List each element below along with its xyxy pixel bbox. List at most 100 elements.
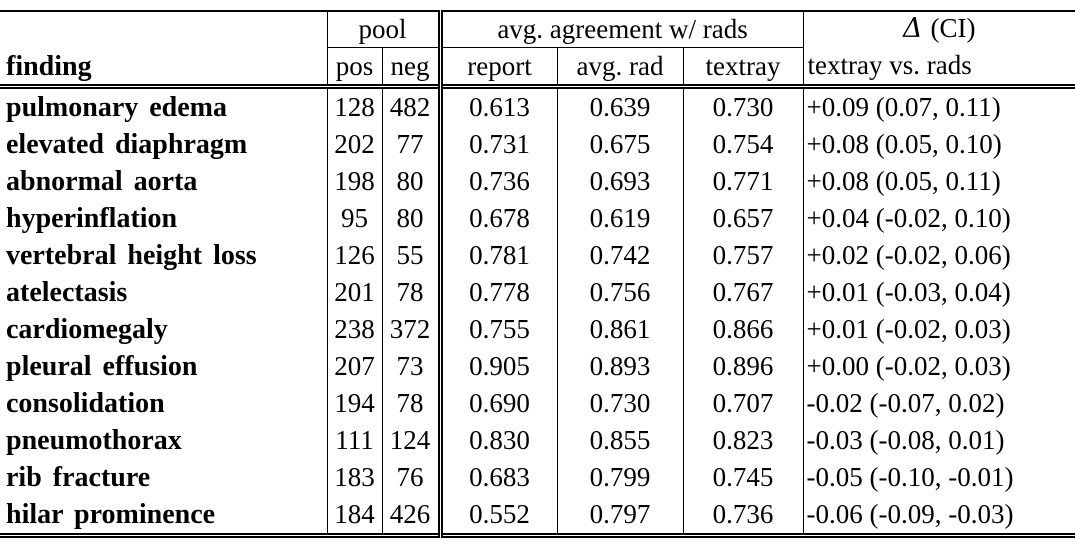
table-row: vertebral height loss 126 55 0.781 0.742…: [0, 237, 1075, 274]
paper-results-table: finding pool avg. agreement w/ rads Δ (CI…: [0, 10, 1075, 538]
delta-cell: -0.06 (-0.09, -0.03): [806, 499, 1014, 529]
table-row: rib fracture 183 76 0.683 0.799 0.745 -0…: [0, 459, 1075, 496]
header-row-columns: pos neg report avg. rad textray: [0, 47, 1075, 87]
report-cell: 0.781: [440, 237, 558, 274]
pos-cell: 198: [327, 163, 383, 200]
avg-rad-cell: 0.855: [557, 422, 684, 459]
table-row: pulmonary edema 128 482 0.613 0.639 0.73…: [0, 84, 1075, 126]
avg-rad-cell: 0.742: [557, 237, 684, 274]
textray-cell: 0.767: [683, 274, 804, 311]
table-row: pneumothorax 111 124 0.830 0.855 0.823 -…: [0, 422, 1075, 459]
avg-rad-cell: 0.619: [557, 200, 684, 237]
avg-rad-cell: 0.893: [557, 348, 684, 385]
pos-cell: 111: [327, 422, 383, 459]
avg-rad-cell: 0.797: [557, 496, 684, 536]
textray-cell: 0.707: [683, 385, 804, 422]
report-cell: 0.683: [440, 459, 558, 496]
finding-cell: pneumothorax: [0, 422, 328, 459]
finding-cell: consolidation: [0, 385, 328, 422]
neg-cell: 482: [382, 84, 443, 126]
avg-rad-cell: 0.675: [557, 126, 684, 163]
report-cell: 0.830: [440, 422, 558, 459]
textray-cell: 0.657: [683, 200, 804, 237]
pos-cell: 201: [327, 274, 383, 311]
report-column-header: report: [440, 47, 558, 87]
pos-cell: 95: [327, 200, 383, 237]
table-row: pleural effusion 207 73 0.905 0.893 0.89…: [0, 348, 1075, 385]
finding-column-header: finding: [0, 11, 328, 87]
delta-ci-title: Δ (CI): [804, 12, 1075, 44]
table-row: cardiomegaly 238 372 0.755 0.861 0.866 +…: [0, 311, 1075, 348]
report-cell: 0.613: [440, 84, 558, 126]
delta-cell: -0.02 (-0.07, 0.02): [806, 388, 1005, 418]
neg-cell: 124: [382, 422, 443, 459]
finding-cell: hyperinflation: [0, 200, 328, 237]
finding-cell: cardiomegaly: [0, 311, 328, 348]
textray-cell: 0.736: [683, 496, 804, 536]
report-cell: 0.755: [440, 311, 558, 348]
report-cell: 0.678: [440, 200, 558, 237]
delta-header-box: Δ (CI) textray vs. rads: [804, 12, 1075, 83]
pos-cell: 202: [327, 126, 383, 163]
table-row: abnormal aorta 198 80 0.736 0.693 0.771 …: [0, 163, 1075, 200]
pos-column-header: pos: [327, 47, 383, 87]
finding-cell: hilar prominence: [0, 496, 328, 536]
pos-cell: 183: [327, 459, 383, 496]
neg-cell: 372: [382, 311, 443, 348]
finding-cell: elevated diaphragm: [0, 126, 328, 163]
textray-cell: 0.745: [683, 459, 804, 496]
pool-group-header: pool: [327, 11, 443, 48]
finding-cell: abnormal aorta: [0, 163, 328, 200]
finding-cell: rib fracture: [0, 459, 328, 496]
delta-cell: +0.02 (-0.02, 0.06): [806, 240, 1011, 270]
pos-cell: 126: [327, 237, 383, 274]
agreement-group-header: avg. agreement w/ rads: [440, 11, 804, 48]
pos-cell: 128: [327, 84, 383, 126]
delta-cell: -0.03 (-0.08, 0.01): [806, 425, 1005, 455]
delta-cell: +0.01 (-0.03, 0.04): [806, 277, 1011, 307]
delta-cell: +0.09 (0.07, 0.11): [803, 84, 1075, 126]
pos-cell: 207: [327, 348, 383, 385]
table-header: finding pool avg. agreement w/ rads Δ (CI…: [0, 11, 1075, 87]
table-row: consolidation 194 78 0.690 0.730 0.707 -…: [0, 385, 1075, 422]
avg-rad-column-header: avg. rad: [557, 47, 684, 87]
delta-symbol: Δ: [903, 13, 923, 44]
finding-cell: pleural effusion: [0, 348, 328, 385]
textray-cell: 0.896: [683, 348, 804, 385]
neg-cell: 76: [382, 459, 443, 496]
avg-rad-cell: 0.756: [557, 274, 684, 311]
delta-cell: +0.00 (-0.02, 0.03): [806, 351, 1011, 381]
delta-cell: +0.04 (-0.02, 0.10): [806, 203, 1011, 233]
avg-rad-cell: 0.639: [557, 84, 684, 126]
avg-rad-cell: 0.799: [557, 459, 684, 496]
table-row: hyperinflation 95 80 0.678 0.619 0.657 +…: [0, 200, 1075, 237]
pos-cell: 184: [327, 496, 383, 536]
neg-cell: 80: [382, 200, 443, 237]
table-body: pulmonary edema 128 482 0.613 0.639 0.73…: [0, 84, 1075, 536]
textray-column-header: textray: [683, 47, 804, 87]
report-cell: 0.690: [440, 385, 558, 422]
textray-cell: 0.866: [683, 311, 804, 348]
report-cell: 0.552: [440, 496, 558, 536]
neg-cell: 78: [382, 274, 443, 311]
textray-cell: 0.771: [683, 163, 804, 200]
textray-cell: 0.754: [683, 126, 804, 163]
textray-cell: 0.757: [683, 237, 804, 274]
finding-cell: atelectasis: [0, 274, 328, 311]
report-cell: 0.778: [440, 274, 558, 311]
table-row: hilar prominence 184 426 0.552 0.797 0.7…: [0, 496, 1075, 536]
neg-cell: 77: [382, 126, 443, 163]
delta-subheader: textray vs. rads: [807, 50, 972, 80]
avg-rad-cell: 0.693: [557, 163, 684, 200]
report-cell: 0.905: [440, 348, 558, 385]
ci-label: (CI): [930, 13, 976, 43]
delta-cell: +0.08 (0.05, 0.10): [806, 129, 1002, 159]
neg-cell: 73: [382, 348, 443, 385]
neg-cell: 80: [382, 163, 443, 200]
delta-column-header: Δ (CI) textray vs. rads: [803, 11, 1075, 87]
table-row: atelectasis 201 78 0.778 0.756 0.767 +0.…: [0, 274, 1075, 311]
pos-cell: 238: [327, 311, 383, 348]
delta-cell: +0.01 (-0.02, 0.03): [806, 314, 1011, 344]
neg-cell: 426: [382, 496, 443, 536]
neg-column-header: neg: [382, 47, 443, 87]
